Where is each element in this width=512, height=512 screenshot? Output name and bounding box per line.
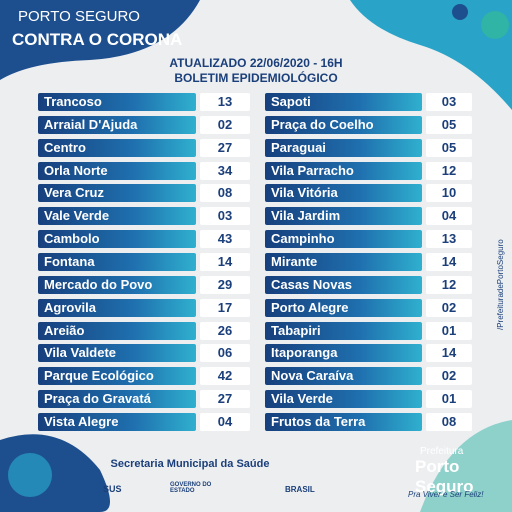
district-name: Cambolo	[38, 230, 196, 249]
district-name: Arraial D'Ajuda	[38, 115, 196, 134]
district-name: Vera Cruz	[38, 184, 196, 203]
district-name: Porto Alegre	[265, 298, 422, 317]
case-count: 10	[426, 184, 472, 203]
district-name: Vale Verde	[38, 207, 196, 226]
district-name: Praça do Coelho	[265, 115, 422, 134]
state-logo: GOVERNO DO ESTADO	[170, 482, 212, 494]
brand: PORTO SEGURO	[18, 8, 140, 25]
case-count: 17	[200, 298, 250, 317]
case-count: 12	[426, 275, 472, 294]
district-name: Mercado do Povo	[38, 275, 196, 294]
district-name: Mirante	[265, 253, 422, 272]
district-name: Praça do Gravatá	[38, 390, 196, 409]
case-count: 04	[200, 413, 250, 432]
district-name: Trancoso	[38, 93, 196, 111]
case-count: 05	[426, 138, 472, 157]
district-name: Vila Valdete	[38, 344, 196, 363]
case-count: 26	[200, 321, 250, 340]
district-name: Campinho	[265, 230, 422, 249]
case-count: 13	[200, 93, 250, 111]
updated: ATUALIZADO 22/06/2020 - 16H	[169, 56, 343, 70]
district-name: Parque Ecológico	[38, 367, 196, 386]
slogan: Pra Viver e Ser Feliz!	[408, 490, 484, 499]
case-count: 27	[200, 138, 250, 157]
case-count: 06	[200, 344, 250, 363]
district-name: Vila Vitória	[265, 184, 422, 203]
district-name: Vila Parracho	[265, 161, 422, 180]
district-name: Paraguai	[265, 138, 422, 157]
district-name: Vila Jardim	[265, 207, 422, 226]
district-name: Vista Alegre	[38, 413, 196, 432]
district-name: Areião	[38, 321, 196, 340]
campaign: CONTRA O CORONA	[12, 30, 183, 49]
case-count: 03	[426, 93, 472, 111]
case-count: 43	[200, 230, 250, 249]
department: Secretaria Municipal da Saúde	[110, 458, 270, 470]
district-name: Orla Norte	[38, 161, 196, 180]
district-name: Nova Caraíva	[265, 367, 422, 386]
sus-logo: SUS	[103, 484, 122, 494]
district-name: Frutos da Terra	[265, 413, 422, 432]
district-name: Fontana	[38, 253, 196, 272]
case-count: 27	[200, 390, 250, 409]
district-name: Itaporanga	[265, 344, 422, 363]
social-handle: /PrefeituradePortoSeguro	[496, 239, 505, 330]
district-name: Agrovila	[38, 298, 196, 317]
federal-logo: BRASIL	[285, 485, 315, 494]
district-name: Tabapiri	[265, 321, 422, 340]
district-name: Centro	[38, 138, 196, 157]
case-count: 14	[200, 253, 250, 272]
case-count: 03	[200, 207, 250, 226]
case-count: 42	[200, 367, 250, 386]
city-label: Prefeitura	[420, 446, 464, 457]
case-count: 02	[426, 367, 472, 386]
case-count: 34	[200, 161, 250, 180]
case-count: 05	[426, 115, 472, 134]
case-count: 08	[200, 184, 250, 203]
case-count: 13	[426, 230, 472, 249]
case-count: 12	[426, 161, 472, 180]
district-name: Casas Novas	[265, 275, 422, 294]
district-name: Sapoti	[265, 93, 422, 111]
case-count: 01	[426, 321, 472, 340]
case-count: 14	[426, 344, 472, 363]
case-count: 14	[426, 253, 472, 272]
case-count: 08	[426, 413, 472, 432]
district-name: Vila Verde	[265, 390, 422, 409]
city-name: Porto Seguro	[415, 457, 474, 496]
bulletin-title: BOLETIM EPIDEMIOLÓGICO	[174, 71, 338, 85]
case-count: 02	[426, 298, 472, 317]
case-count: 02	[200, 115, 250, 134]
case-count: 04	[426, 207, 472, 226]
case-count: 29	[200, 275, 250, 294]
case-count: 01	[426, 390, 472, 409]
